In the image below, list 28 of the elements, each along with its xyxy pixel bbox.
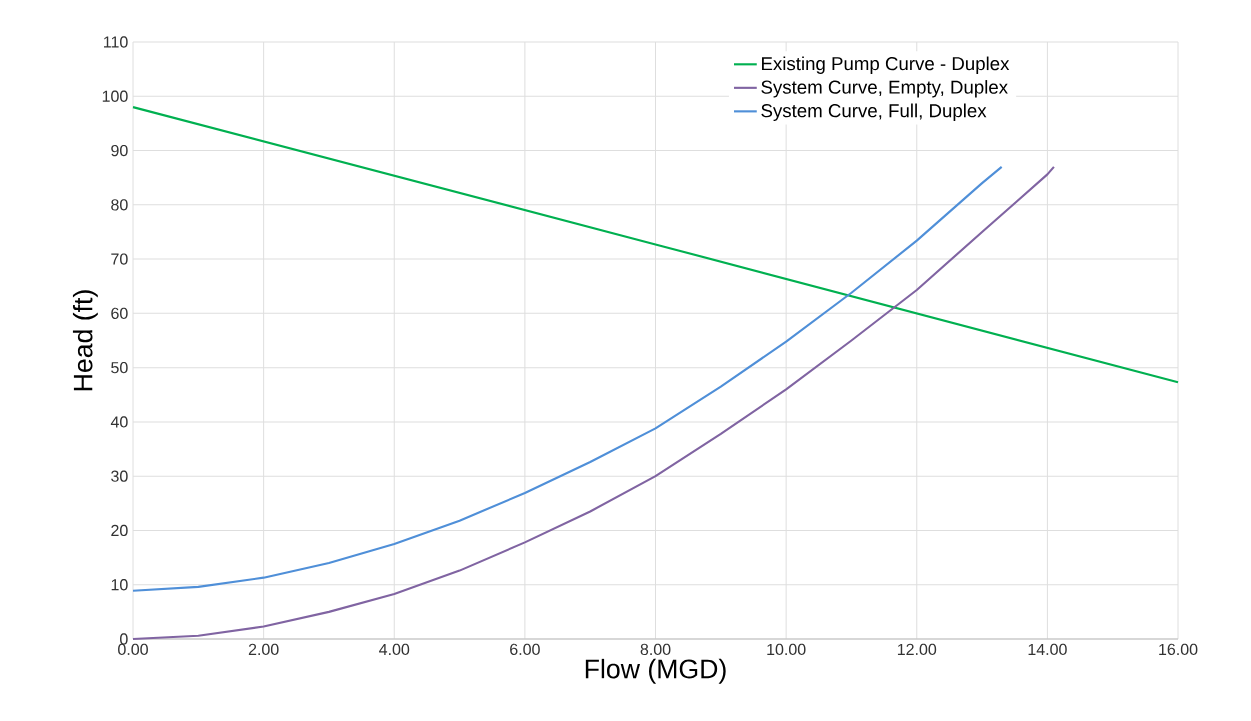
x-tick-label: 12.00	[897, 643, 937, 656]
x-tick-label: 16.00	[1159, 643, 1198, 656]
x-tick-label: 8.00	[640, 643, 671, 656]
line-series	[131, 165, 1003, 592]
x-axis-title: Flow (MGD)	[585, 658, 726, 684]
y-tick-label: 50	[111, 361, 128, 374]
y-tick-label: 0	[120, 633, 128, 645]
x-tick-label: 0.00	[118, 643, 148, 656]
y-tick-label: 100	[102, 90, 128, 102]
line-series	[131, 165, 1055, 641]
legend-label: System Curve, Full, Duplex	[761, 103, 987, 121]
y-axis-title: Head (ft)	[72, 290, 98, 391]
x-tick-label: 2.00	[248, 643, 279, 656]
y-tick-label: 60	[111, 307, 128, 320]
x-tick-label: 4.00	[379, 643, 410, 656]
y-tick-label: 10	[111, 579, 128, 591]
y-tick-label: 90	[111, 144, 128, 157]
y-tick-label: 70	[111, 253, 128, 265]
y-tick-label: 30	[111, 470, 128, 482]
y-tick-label: 80	[111, 199, 128, 211]
x-tick-label: 14.00	[1028, 643, 1067, 656]
legend-label: Existing Pump Curve - Duplex	[762, 56, 1010, 74]
x-tick-label: 6.00	[510, 643, 540, 656]
y-tick-label: 110	[104, 36, 128, 48]
y-tick-label: 20	[111, 524, 128, 537]
legend-label: System Curve, Empty, Duplex	[761, 80, 1008, 98]
x-tick-label: 10.00	[767, 643, 806, 656]
y-tick-label: 40	[110, 416, 128, 428]
